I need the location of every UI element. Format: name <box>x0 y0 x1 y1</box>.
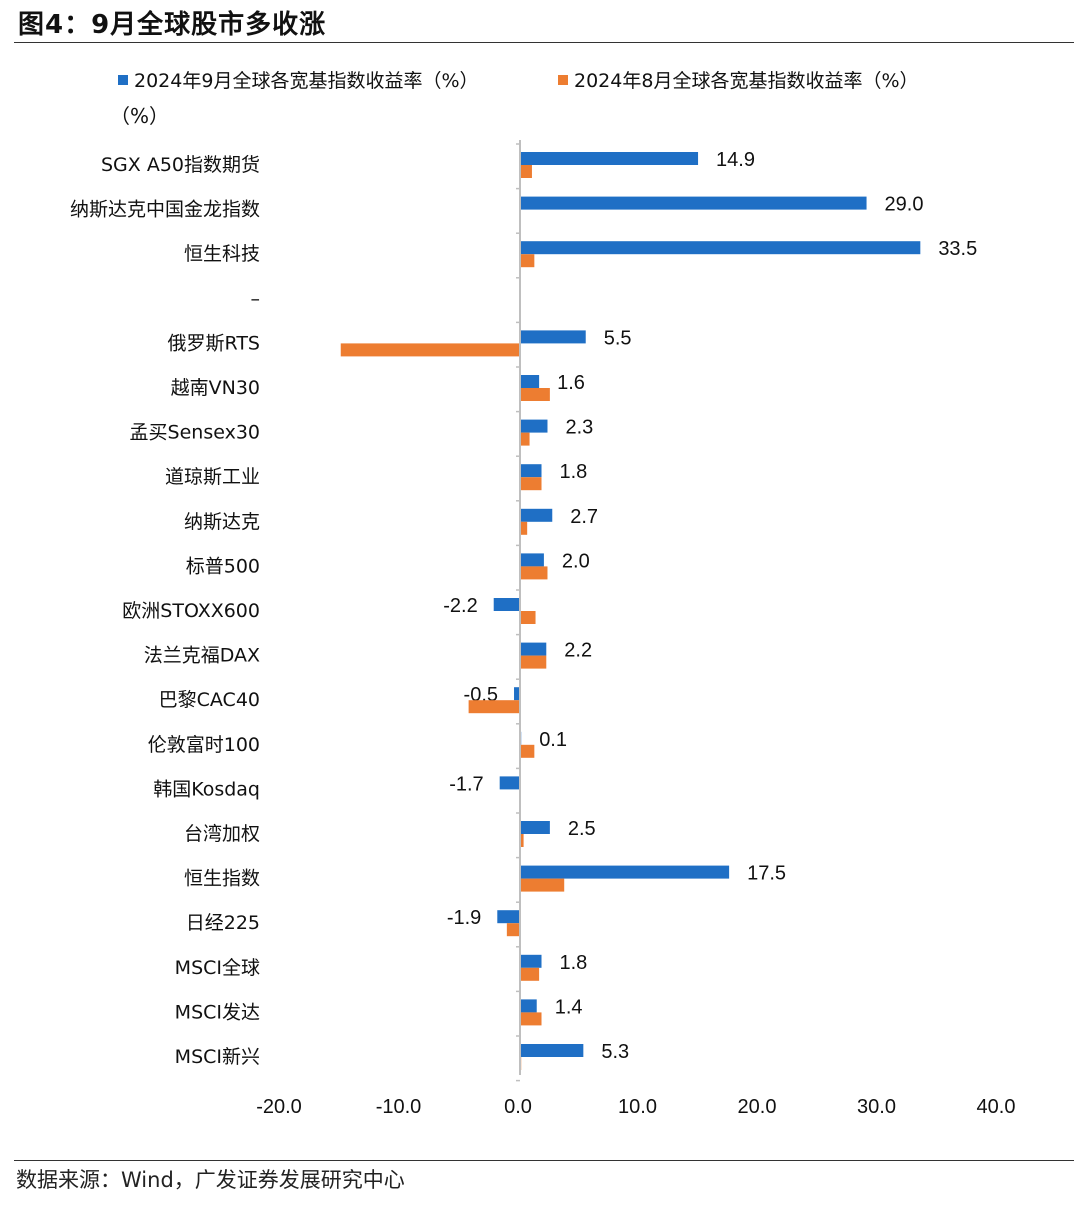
category-label: MSCI新兴 <box>175 1046 260 1068</box>
category-label: 欧洲STOXX600 <box>122 600 260 622</box>
category-label: 法兰克福DAX <box>144 645 260 667</box>
data-label-series1: 1.6 <box>557 372 585 394</box>
category-label: 越南VN30 <box>171 377 260 399</box>
data-label-series1: 17.5 <box>747 863 786 885</box>
category-label: 日经225 <box>186 912 260 934</box>
data-label-series1: 2.0 <box>562 550 590 572</box>
data-label-series1: 0.1 <box>539 729 567 751</box>
category-label: 标普500 <box>186 555 260 577</box>
category-label: 台湾加权 <box>184 823 260 845</box>
category-label: 巴黎CAC40 <box>159 689 260 711</box>
figure-title: 图4：9月全球股市多收涨 <box>18 10 327 40</box>
category-label: SGX A50指数期货 <box>101 154 260 176</box>
data-label-series1: 1.8 <box>560 952 588 974</box>
data-label-series1: 2.7 <box>570 506 598 528</box>
bar-series2 <box>520 878 565 892</box>
bar-series1 <box>520 196 867 210</box>
data-label-series1: -2.2 <box>443 595 477 617</box>
bar-series1 <box>520 152 699 165</box>
category-label: 恒生科技 <box>184 243 260 265</box>
footer-rule <box>14 1160 1074 1161</box>
data-label-series1: 5.5 <box>604 327 632 349</box>
legend-item-series1: 2024年9月全球各宽基指数收益率（%） <box>118 66 479 93</box>
category-label: 伦敦富时100 <box>148 734 260 756</box>
bar-series2 <box>520 521 528 535</box>
bar-series2 <box>506 923 520 937</box>
bar-series2 <box>520 388 550 401</box>
bar-series2 <box>520 432 530 446</box>
bar-series1 <box>497 910 520 924</box>
bar-series1 <box>493 598 520 611</box>
category-label: MSCI全球 <box>175 957 260 979</box>
bar-series1 <box>520 999 537 1013</box>
category-label: 道琼斯工业 <box>165 466 260 488</box>
bar-series1 <box>499 776 520 790</box>
category-label: 俄罗斯RTS <box>168 332 261 354</box>
bar-series1 <box>520 375 540 388</box>
x-tick-label: 10.0 <box>618 1096 657 1118</box>
legend-item-series2: 2024年8月全球各宽基指数收益率（%） <box>558 66 919 93</box>
legend-swatch-series2 <box>558 74 568 85</box>
bar-series2 <box>520 967 540 981</box>
category-label: – <box>251 288 261 310</box>
x-tick-label: -20.0 <box>256 1096 302 1118</box>
bar-series2 <box>520 1012 542 1026</box>
bar-series2 <box>520 655 547 669</box>
data-label-series1: 29.0 <box>885 194 924 216</box>
bar-series1 <box>520 464 542 478</box>
data-label-series1: 5.3 <box>601 1041 629 1063</box>
data-label-series1: -1.9 <box>447 907 481 929</box>
bar-series1 <box>520 1044 584 1057</box>
data-label-series1: 2.3 <box>565 417 593 439</box>
bar-series1 <box>520 553 544 567</box>
bar-series1 <box>520 821 550 834</box>
x-tick-label: -10.0 <box>376 1096 422 1118</box>
bar-series2 <box>520 744 535 758</box>
data-label-series1: 1.4 <box>555 996 583 1018</box>
unit-label: （%） <box>110 104 170 128</box>
category-label: 孟买Sensex30 <box>130 422 260 444</box>
bar-series2 <box>520 165 532 178</box>
data-label-series1: 1.8 <box>560 461 588 483</box>
category-label: MSCI发达 <box>175 1001 260 1023</box>
bar-series1 <box>520 642 547 656</box>
source-note: 数据来源：Wind，广发证券发展研究中心 <box>16 1168 405 1192</box>
legend-label-series2: 2024年8月全球各宽基指数收益率（%） <box>574 70 919 92</box>
data-label-series1: -1.7 <box>449 773 483 795</box>
x-tick-label: 30.0 <box>857 1096 896 1118</box>
title-rule <box>14 42 1074 43</box>
legend-swatch-series1 <box>118 74 128 85</box>
x-tick-label: 20.0 <box>738 1096 777 1118</box>
data-label-series1: 14.9 <box>716 149 755 171</box>
category-label: 纳斯达克 <box>184 511 260 533</box>
bar-series1 <box>520 419 548 433</box>
bar-series2 <box>520 477 542 491</box>
bar-series1 <box>514 687 520 701</box>
bar-series2 <box>468 700 520 714</box>
data-label-series1: 2.2 <box>564 640 592 662</box>
category-label: 韩国Kosdaq <box>153 778 260 800</box>
bar-series1 <box>520 954 542 968</box>
category-label: 纳斯达克中国金龙指数 <box>70 199 260 221</box>
data-label-series1: 33.5 <box>938 238 977 260</box>
bar-series1 <box>520 330 586 344</box>
bar-series1 <box>520 241 921 255</box>
bar-series1 <box>520 508 553 522</box>
bar-series2 <box>340 343 520 357</box>
data-label-series1: 2.5 <box>568 818 596 840</box>
bar-series2 <box>520 834 524 847</box>
bar-series2 <box>520 611 536 624</box>
legend-label-series1: 2024年9月全球各宽基指数收益率（%） <box>134 70 479 92</box>
bar-series2 <box>520 566 548 580</box>
x-tick-label: 0.0 <box>504 1096 532 1118</box>
category-label: 恒生指数 <box>184 868 260 890</box>
bar-series2 <box>520 254 535 268</box>
x-tick-label: 40.0 <box>977 1096 1016 1118</box>
bar-series1 <box>520 865 730 879</box>
